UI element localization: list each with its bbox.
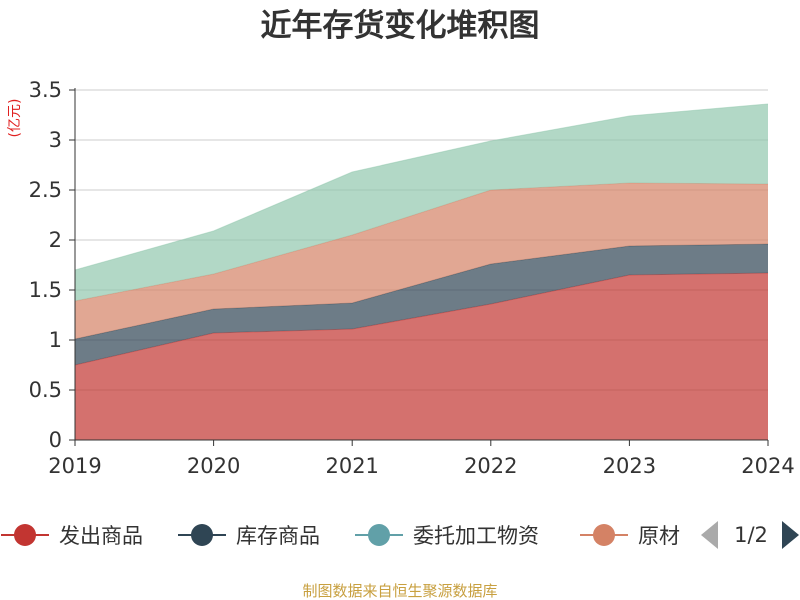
legend-item[interactable]: 委托加工物资 [355,524,539,548]
x-tick-label: 2021 [325,454,378,478]
y-axis-unit-label: (亿元) [7,99,23,138]
y-tick-label: 2.5 [29,178,62,202]
legend: 发出商品 库存商品 委托加工物资 原材 [1,524,680,548]
legend-label: 委托加工物资 [413,524,539,548]
legend-pager: 1/2 [701,521,799,549]
x-axis-ticks: 2019 2020 2021 2022 2023 2024 [48,440,795,478]
x-tick-label: 2022 [464,454,517,478]
legend-item[interactable]: 发出商品 [1,524,143,548]
legend-item[interactable]: 库存商品 [178,524,320,548]
x-tick-label: 2024 [741,454,794,478]
area-series [75,104,768,301]
stacked-areas [74,103,769,440]
legend-marker [368,524,390,546]
y-tick-label: 2 [49,228,62,252]
y-tick-label: 0.5 [29,378,62,402]
y-tick-label: 3.5 [29,78,62,102]
legend-next-page-icon[interactable] [782,521,799,549]
axes [74,88,768,441]
area-series [75,273,768,440]
legend-items: 发出商品 库存商品 委托加工物资 原材 [1,524,680,548]
area-series [75,244,768,365]
y-axis-ticks: 0 0.5 1 1.5 2 2.5 3 3.5 [29,78,75,452]
legend-marker [191,524,213,546]
legend-label: 库存商品 [236,524,320,548]
legend-label: 发出商品 [59,524,143,548]
y-tick-label: 1 [49,328,62,352]
y-tick-label: 3 [49,128,62,152]
legend-item[interactable]: 原材 [580,524,680,548]
chart-title: 近年存货变化堆积图 [261,8,540,44]
legend-label: 原材 [638,524,680,548]
y-tick-label: 0 [49,428,62,452]
area-series-edge [74,103,769,271]
area-series [75,183,768,339]
x-tick-label: 2019 [48,454,101,478]
legend-marker [593,524,615,546]
legend-marker [14,524,36,546]
x-tick-label: 2020 [187,454,240,478]
y-tick-label: 1.5 [29,278,62,302]
data-source-note: 制图数据来自恒生聚源数据库 [302,582,497,600]
x-tick-label: 2023 [603,454,656,478]
legend-page-indicator: 1/2 [734,523,768,547]
legend-prev-page-icon[interactable] [701,521,718,549]
